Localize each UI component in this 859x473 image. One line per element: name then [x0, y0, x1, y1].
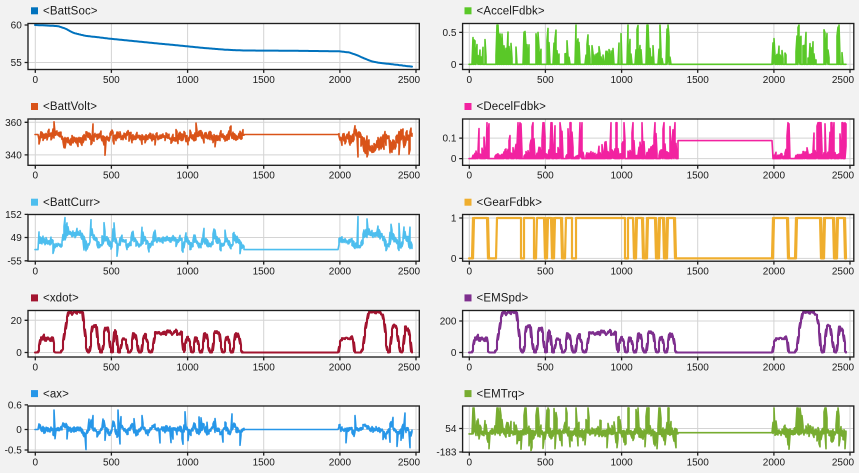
svg-text:0: 0 [467, 267, 473, 278]
svg-text:<GearFdbk>: <GearFdbk> [477, 197, 543, 209]
svg-text:<EMSpd>: <EMSpd> [477, 293, 529, 305]
svg-text:2000: 2000 [329, 362, 352, 373]
svg-text:152: 152 [5, 210, 22, 221]
svg-text:49: 49 [11, 233, 23, 244]
svg-text:1000: 1000 [176, 458, 199, 469]
svg-text:<ax>: <ax> [43, 388, 69, 400]
svg-text:1500: 1500 [253, 458, 276, 469]
svg-text:1500: 1500 [687, 75, 710, 86]
svg-text:0: 0 [16, 348, 22, 359]
svg-text:0.6: 0.6 [8, 401, 22, 412]
svg-text:<xdot>: <xdot> [43, 293, 79, 305]
svg-text:1500: 1500 [253, 171, 276, 182]
svg-text:2000: 2000 [763, 362, 786, 373]
svg-text:<AccelFdbk>: <AccelFdbk> [477, 6, 545, 18]
svg-text:<DecelFdbk>: <DecelFdbk> [477, 101, 547, 113]
svg-text:20: 20 [11, 316, 23, 327]
svg-text:2500: 2500 [832, 362, 855, 373]
svg-text:0: 0 [16, 425, 22, 436]
svg-text:-55: -55 [7, 256, 22, 267]
svg-text:500: 500 [103, 75, 120, 86]
svg-text:0.5: 0.5 [442, 28, 456, 39]
svg-text:2000: 2000 [763, 171, 786, 182]
svg-text:500: 500 [103, 171, 120, 182]
svg-text:1500: 1500 [253, 267, 276, 278]
svg-text:500: 500 [537, 171, 554, 182]
svg-text:1000: 1000 [610, 458, 633, 469]
svg-text:60: 60 [11, 21, 23, 32]
svg-text:0: 0 [33, 362, 39, 373]
svg-text:2500: 2500 [832, 458, 855, 469]
svg-text:360: 360 [5, 118, 22, 129]
svg-text:0: 0 [451, 60, 457, 71]
svg-text:340: 340 [5, 151, 22, 162]
svg-text:2000: 2000 [763, 75, 786, 86]
svg-text:500: 500 [537, 458, 554, 469]
svg-text:0: 0 [33, 458, 39, 469]
svg-text:2000: 2000 [329, 458, 352, 469]
svg-text:<BattVolt>: <BattVolt> [43, 101, 97, 113]
svg-text:0: 0 [33, 171, 39, 182]
svg-text:1000: 1000 [176, 362, 199, 373]
svg-text:1000: 1000 [610, 362, 633, 373]
svg-text:54: 54 [445, 424, 457, 435]
svg-text:0: 0 [451, 348, 457, 359]
svg-text:2500: 2500 [398, 362, 421, 373]
svg-text:1500: 1500 [687, 267, 710, 278]
svg-text:2500: 2500 [398, 75, 421, 86]
svg-text:500: 500 [537, 75, 554, 86]
svg-text:1500: 1500 [687, 458, 710, 469]
svg-text:500: 500 [103, 458, 120, 469]
svg-text:2000: 2000 [329, 171, 352, 182]
svg-text:200: 200 [440, 317, 457, 328]
svg-text:0: 0 [451, 254, 457, 265]
svg-text:<EMTrq>: <EMTrq> [477, 388, 525, 400]
svg-text:500: 500 [103, 267, 120, 278]
svg-text:0: 0 [467, 458, 473, 469]
svg-text:2000: 2000 [329, 75, 352, 86]
svg-text:2500: 2500 [398, 458, 421, 469]
svg-text:2500: 2500 [398, 171, 421, 182]
svg-text:0: 0 [467, 171, 473, 182]
svg-text:1000: 1000 [176, 75, 199, 86]
svg-text:1000: 1000 [610, 75, 633, 86]
svg-text:1500: 1500 [687, 171, 710, 182]
svg-text:2500: 2500 [832, 75, 855, 86]
svg-text:2500: 2500 [832, 267, 855, 278]
svg-text:55: 55 [11, 58, 23, 69]
svg-text:<BattSoc>: <BattSoc> [43, 6, 98, 18]
svg-text:500: 500 [537, 362, 554, 373]
svg-text:0: 0 [33, 267, 39, 278]
svg-text:0: 0 [33, 75, 39, 86]
svg-text:2500: 2500 [398, 267, 421, 278]
svg-text:500: 500 [103, 362, 120, 373]
svg-text:1000: 1000 [610, 171, 633, 182]
svg-text:1000: 1000 [176, 267, 199, 278]
svg-text:<BattCurr>: <BattCurr> [43, 197, 100, 209]
svg-text:0: 0 [467, 75, 473, 86]
svg-text:1500: 1500 [687, 362, 710, 373]
svg-text:1: 1 [451, 214, 457, 225]
svg-text:-183: -183 [436, 448, 456, 459]
svg-text:1000: 1000 [610, 267, 633, 278]
svg-text:2000: 2000 [763, 267, 786, 278]
svg-text:2000: 2000 [763, 458, 786, 469]
svg-text:500: 500 [537, 267, 554, 278]
svg-text:1500: 1500 [253, 362, 276, 373]
svg-text:-0.5: -0.5 [5, 446, 23, 457]
svg-text:0: 0 [467, 362, 473, 373]
svg-text:2000: 2000 [329, 267, 352, 278]
svg-text:0.1: 0.1 [442, 134, 456, 145]
svg-text:1000: 1000 [176, 171, 199, 182]
svg-text:1500: 1500 [253, 75, 276, 86]
svg-text:0: 0 [451, 154, 457, 165]
svg-text:2500: 2500 [832, 171, 855, 182]
